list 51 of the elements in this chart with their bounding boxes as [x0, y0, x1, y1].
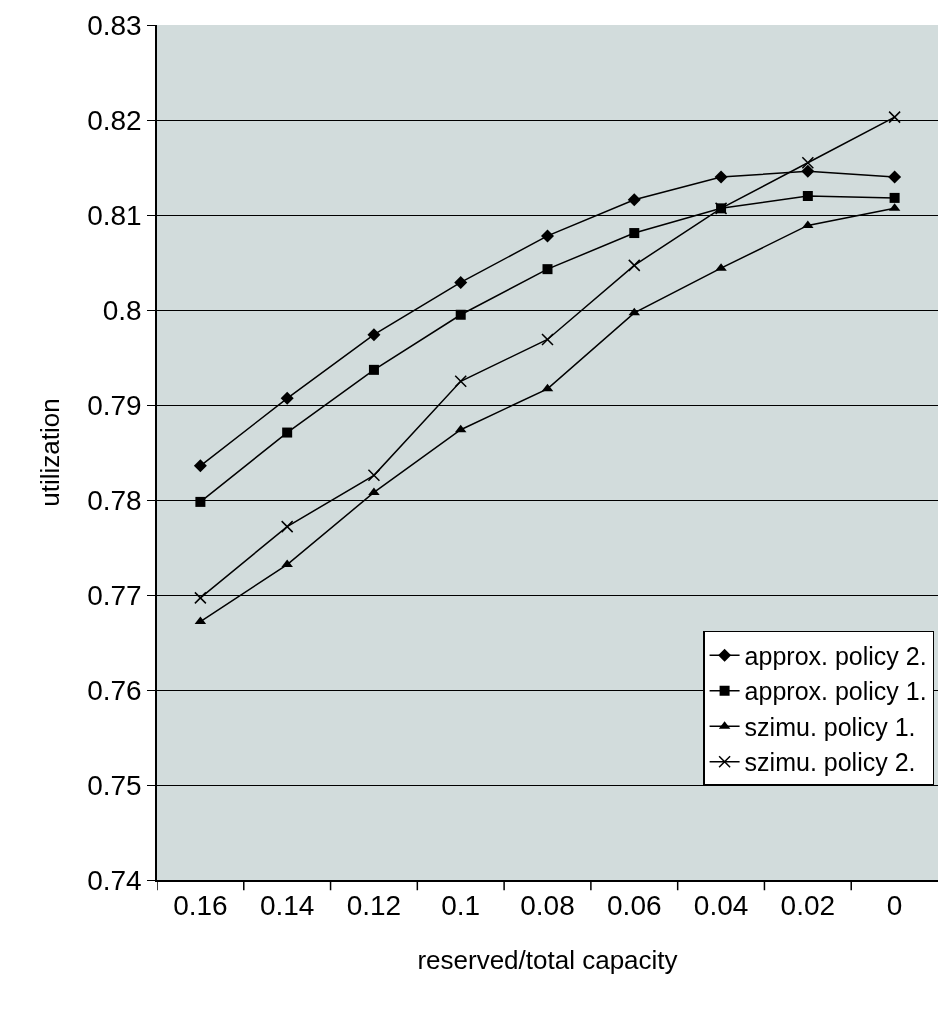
y-tick-label: 0.74 — [87, 864, 142, 896]
y-tick-label: 0.75 — [87, 769, 142, 801]
point — [193, 459, 207, 473]
point — [280, 391, 294, 405]
point — [281, 559, 293, 568]
point — [627, 193, 641, 207]
legend-label: szimu. policy 2. — [744, 748, 916, 777]
point — [714, 170, 728, 184]
x-tick-label: 0.12 — [346, 890, 402, 922]
legend-label: szimu. policy 1. — [744, 712, 916, 741]
point — [368, 364, 379, 375]
y-tick-label: 0.8 — [102, 294, 142, 326]
point — [454, 375, 467, 388]
point — [367, 328, 381, 342]
x-tick-label: 0.1 — [441, 890, 481, 922]
y-tick-label: 0.76 — [87, 674, 142, 706]
x-tick-label: 0.16 — [173, 890, 228, 922]
point — [802, 191, 813, 201]
point — [801, 164, 815, 178]
x-axis-title: reserved/total capacity — [417, 944, 678, 975]
point — [280, 520, 294, 533]
point — [542, 264, 553, 275]
point — [888, 110, 901, 124]
point — [889, 192, 900, 203]
y-tick-label: 0.78 — [87, 484, 142, 516]
point — [629, 228, 640, 239]
x-tick-label: 0.14 — [259, 890, 315, 922]
y-tick-label: 0.82 — [87, 104, 142, 136]
y-tick-label: 0.79 — [87, 389, 142, 421]
x-tick-label: 0.04 — [693, 890, 749, 922]
point — [628, 259, 641, 272]
x-tick-label: 0 — [886, 890, 903, 922]
y-tick-label: 0.83 — [87, 9, 142, 41]
y-axis-title: utilization — [35, 398, 66, 507]
point — [195, 496, 206, 507]
point — [888, 170, 902, 184]
point — [454, 275, 468, 289]
point — [541, 333, 554, 346]
y-tick-label: 0.77 — [87, 579, 142, 611]
point — [801, 156, 815, 169]
y-tick-label: 0.81 — [87, 199, 142, 231]
point — [282, 427, 293, 438]
point — [367, 469, 381, 482]
x-tick-label: 0.08 — [520, 890, 575, 922]
point — [455, 309, 466, 320]
legend-label: approx. policy 1. — [744, 677, 927, 706]
x-tick-label: 0.02 — [780, 890, 836, 922]
point — [194, 591, 207, 605]
point — [541, 229, 554, 243]
x-tick-label: 0.06 — [607, 890, 662, 922]
legend-label: approx. policy 2. — [744, 641, 927, 670]
